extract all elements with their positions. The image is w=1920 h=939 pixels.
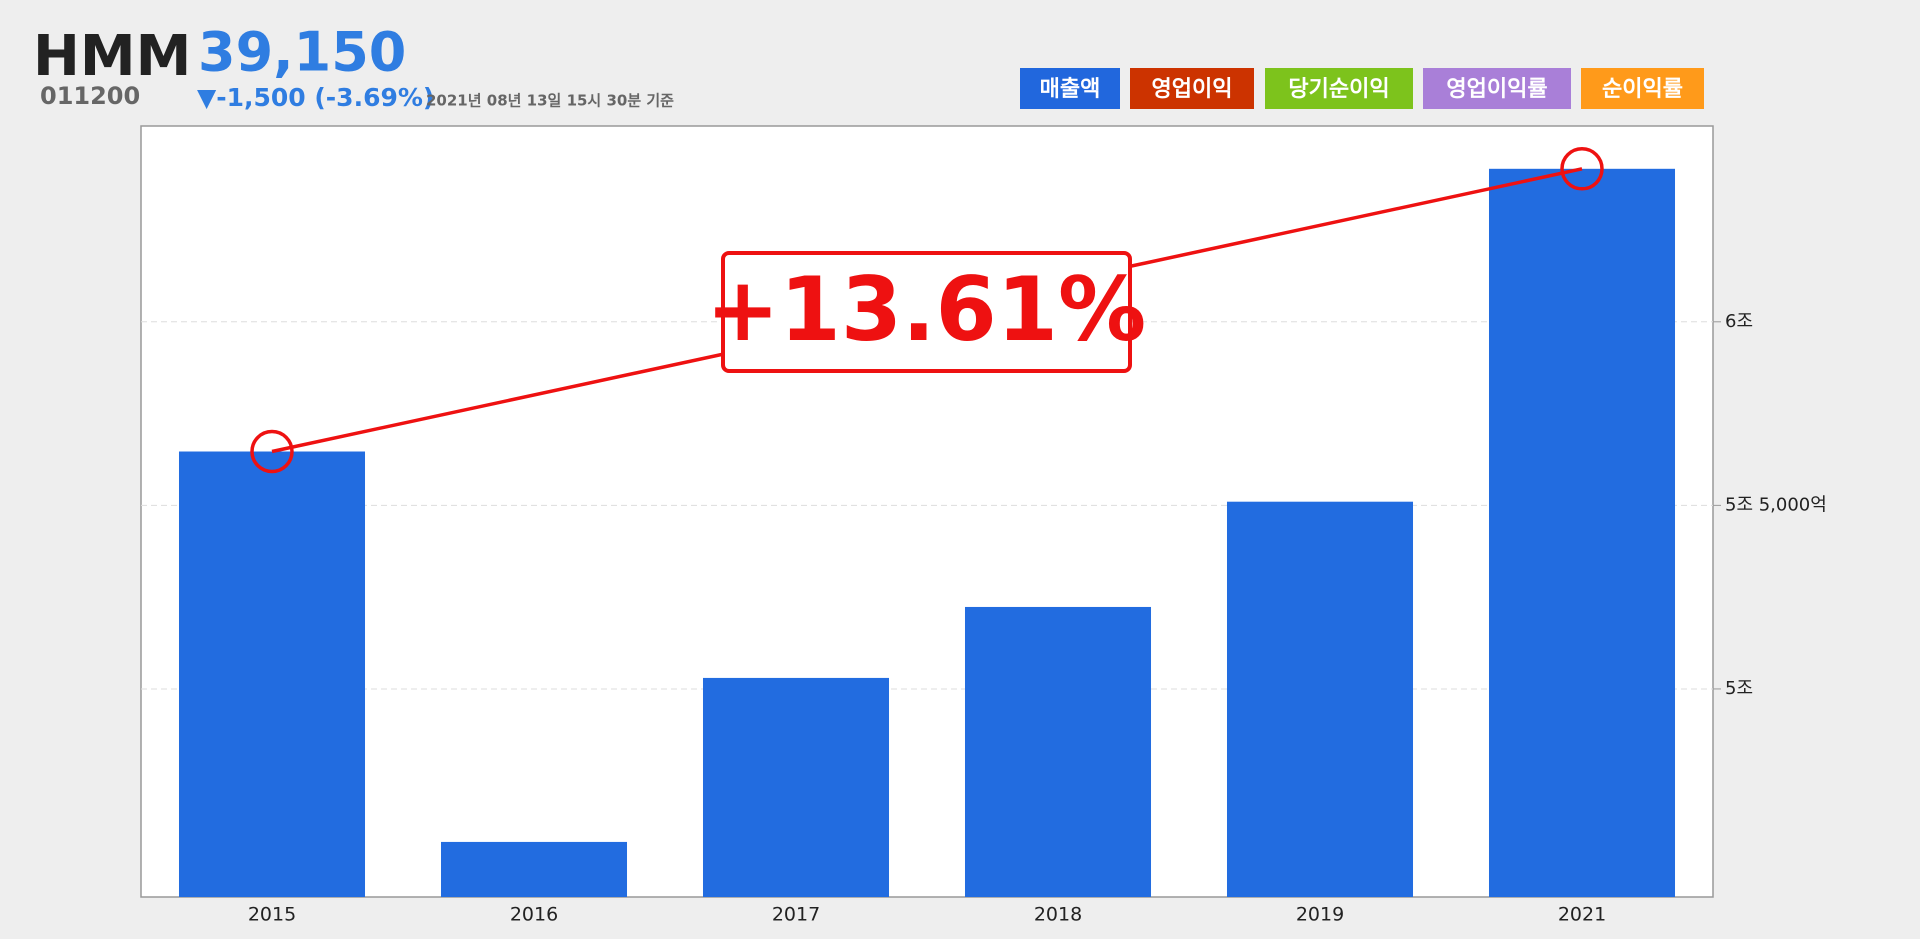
tab-button[interactable] xyxy=(1130,68,1254,109)
x-tick-label: 2015 xyxy=(248,904,296,926)
tab-label[interactable]: 매출액 xyxy=(1040,77,1101,102)
bar xyxy=(178,451,366,897)
y-tick-label: 6조 xyxy=(1725,311,1753,332)
bar xyxy=(1488,168,1676,898)
highlight-circle xyxy=(1560,147,1604,191)
bar xyxy=(440,841,628,897)
tab-button[interactable] xyxy=(1423,68,1571,109)
price-change: ▼-1,500 (-3.69%) xyxy=(197,83,434,112)
stock-code: 011200 xyxy=(40,82,140,110)
highlight-circle xyxy=(250,429,294,474)
plot-area xyxy=(140,125,1714,898)
x-tick-label: 2021 xyxy=(1558,904,1606,926)
tab-button[interactable] xyxy=(1581,68,1704,109)
y-tick-label: 5조 5,000억 xyxy=(1725,494,1827,515)
tab-label[interactable]: 당기순이익 xyxy=(1288,77,1389,102)
x-tick-label: 2016 xyxy=(510,904,558,926)
tab-label[interactable]: 순이익률 xyxy=(1602,77,1683,102)
tab-label[interactable]: 영업이익률 xyxy=(1446,77,1547,102)
annotation-text: +13.61% xyxy=(706,258,1146,361)
bar xyxy=(1226,501,1414,897)
tab-label[interactable]: 영업이익 xyxy=(1152,77,1233,102)
timestamp: 2021년 08년 13일 15시 30분 기준 xyxy=(426,92,674,110)
x-tick-label: 2017 xyxy=(772,904,820,926)
annotation-box xyxy=(721,251,1132,373)
stock-price: 39,150 xyxy=(198,21,406,84)
bar xyxy=(964,606,1152,897)
stock-name: HMM xyxy=(33,24,191,89)
tab-button[interactable] xyxy=(1020,68,1120,109)
y-tick-label: 5조 xyxy=(1725,678,1753,699)
x-tick-label: 2018 xyxy=(1034,904,1082,926)
tab-button[interactable] xyxy=(1265,68,1413,109)
bar xyxy=(702,677,890,897)
x-tick-label: 2019 xyxy=(1296,904,1344,926)
